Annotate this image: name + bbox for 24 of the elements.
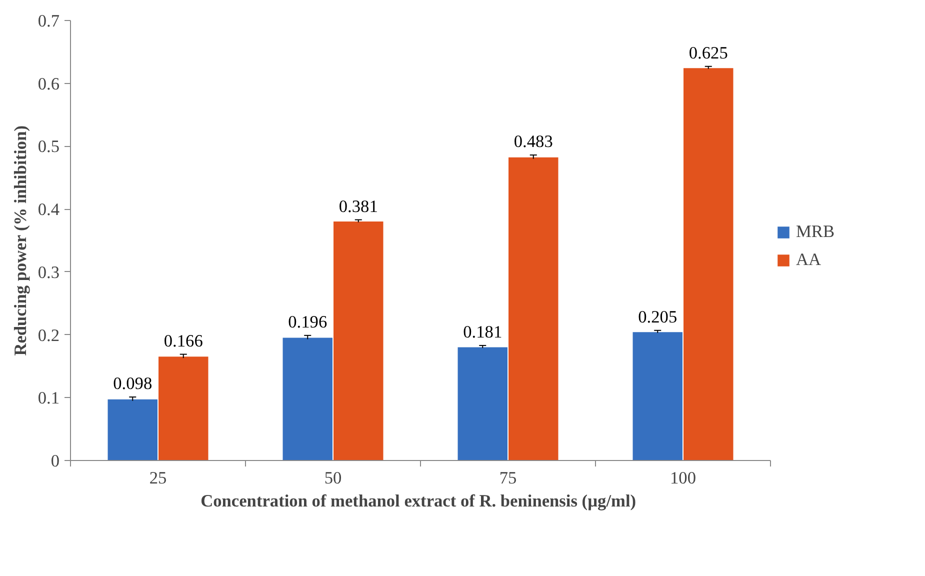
data-label: 0.166 [164, 331, 204, 350]
x-tick-label: 75 [499, 468, 517, 488]
y-tick-label: 0.4 [38, 200, 60, 220]
x-tick-label: 25 [149, 468, 167, 488]
y-axis-title: Reducing power (% inhibition) [10, 125, 30, 356]
legend-label: AA [796, 250, 822, 270]
legend-label: MRB [796, 222, 835, 242]
y-tick-label: 0.1 [38, 388, 60, 408]
data-label: 0.181 [463, 322, 502, 342]
data-label: 0.381 [338, 196, 378, 216]
data-label: 0.098 [113, 374, 152, 394]
data-label: 0.483 [514, 132, 553, 152]
x-tick-label: 100 [670, 468, 696, 488]
y-tick-label: 0 [50, 452, 60, 470]
y-tick-label: 0.7 [38, 12, 60, 30]
x-axis-title: Concentration of methanol extract of R. beninensis (µg/ml) [200, 492, 636, 510]
y-tick-label: 0.6 [38, 74, 60, 94]
data-label: 0.196 [288, 312, 328, 332]
data-label: 0.625 [688, 43, 728, 62]
data-label: 0.205 [638, 307, 678, 326]
y-tick-label: 0.5 [38, 137, 60, 156]
x-tick-label: 50 [324, 468, 342, 488]
y-tick-label: 0.3 [38, 262, 60, 282]
y-tick-label: 0.2 [38, 326, 60, 345]
